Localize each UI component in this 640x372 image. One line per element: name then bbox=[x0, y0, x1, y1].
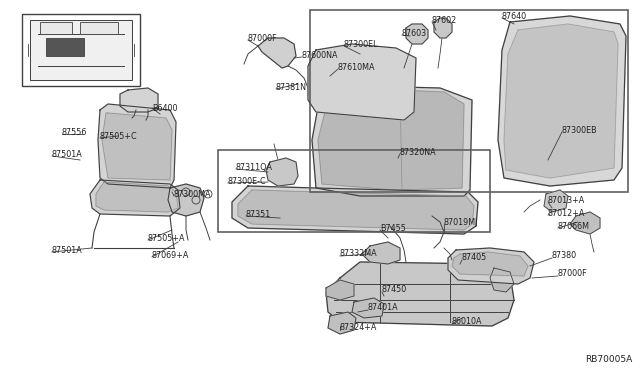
Polygon shape bbox=[168, 184, 204, 216]
Text: 87332MA: 87332MA bbox=[340, 250, 378, 259]
Text: 87556: 87556 bbox=[62, 128, 88, 137]
Bar bbox=[310, 10, 628, 192]
Polygon shape bbox=[98, 104, 176, 188]
Text: 87381N: 87381N bbox=[276, 83, 307, 92]
Bar bbox=[218, 150, 490, 232]
Text: 86010A: 86010A bbox=[452, 317, 483, 327]
Text: 87501A: 87501A bbox=[52, 246, 83, 254]
Text: 87600NA: 87600NA bbox=[302, 51, 339, 60]
Text: 87610MA: 87610MA bbox=[338, 62, 376, 71]
Text: 87351: 87351 bbox=[246, 209, 271, 218]
Polygon shape bbox=[120, 88, 158, 112]
Polygon shape bbox=[352, 298, 384, 318]
Polygon shape bbox=[266, 158, 298, 186]
Text: 87324+A: 87324+A bbox=[340, 324, 378, 333]
Polygon shape bbox=[308, 44, 416, 120]
Text: 87000F: 87000F bbox=[558, 269, 588, 279]
Polygon shape bbox=[570, 212, 600, 234]
Polygon shape bbox=[326, 280, 354, 300]
Text: 87012+A: 87012+A bbox=[548, 208, 586, 218]
Text: 87013+A: 87013+A bbox=[548, 196, 585, 205]
Text: 87505+A: 87505+A bbox=[148, 234, 186, 243]
Polygon shape bbox=[328, 312, 356, 334]
Polygon shape bbox=[318, 90, 464, 190]
Text: 87401A: 87401A bbox=[368, 304, 399, 312]
Text: 87000F: 87000F bbox=[248, 33, 278, 42]
Text: 87066M: 87066M bbox=[558, 221, 590, 231]
Polygon shape bbox=[448, 248, 534, 284]
Text: 87300MA: 87300MA bbox=[174, 189, 211, 199]
Text: B7455: B7455 bbox=[380, 224, 406, 232]
Text: 87405: 87405 bbox=[462, 253, 487, 263]
Text: 87450: 87450 bbox=[382, 285, 407, 295]
Polygon shape bbox=[90, 180, 180, 216]
Text: 87019MJ: 87019MJ bbox=[444, 218, 478, 227]
Text: 87501A: 87501A bbox=[52, 150, 83, 158]
Text: 87069+A: 87069+A bbox=[152, 250, 189, 260]
Text: B6400: B6400 bbox=[152, 103, 177, 112]
Bar bbox=[30, 20, 132, 80]
Text: 87300E-C: 87300E-C bbox=[228, 176, 267, 186]
Text: 87380: 87380 bbox=[552, 251, 577, 260]
Text: 87320NA: 87320NA bbox=[400, 148, 436, 157]
Polygon shape bbox=[238, 190, 474, 230]
Text: 87311QA: 87311QA bbox=[236, 163, 273, 171]
Bar bbox=[46, 38, 84, 56]
Polygon shape bbox=[102, 113, 172, 180]
Bar bbox=[40, 22, 72, 34]
Polygon shape bbox=[544, 190, 568, 212]
Text: RB70005A: RB70005A bbox=[585, 355, 632, 364]
Polygon shape bbox=[258, 38, 296, 68]
Polygon shape bbox=[312, 86, 472, 196]
Text: 87300EB: 87300EB bbox=[562, 125, 598, 135]
Polygon shape bbox=[490, 268, 514, 292]
Polygon shape bbox=[452, 252, 528, 276]
Polygon shape bbox=[326, 262, 514, 326]
Polygon shape bbox=[434, 18, 452, 38]
Polygon shape bbox=[406, 24, 428, 44]
Polygon shape bbox=[232, 186, 478, 234]
Polygon shape bbox=[504, 24, 618, 178]
Text: 87300EL: 87300EL bbox=[344, 39, 378, 48]
Text: 87640: 87640 bbox=[502, 12, 527, 20]
Polygon shape bbox=[362, 242, 400, 264]
Text: 87603: 87603 bbox=[402, 29, 427, 38]
Bar bbox=[80, 22, 118, 34]
Polygon shape bbox=[498, 16, 626, 186]
Polygon shape bbox=[96, 182, 178, 212]
Text: 87602: 87602 bbox=[432, 16, 457, 25]
Text: 87505+C: 87505+C bbox=[100, 131, 138, 141]
Bar bbox=[22, 14, 140, 86]
